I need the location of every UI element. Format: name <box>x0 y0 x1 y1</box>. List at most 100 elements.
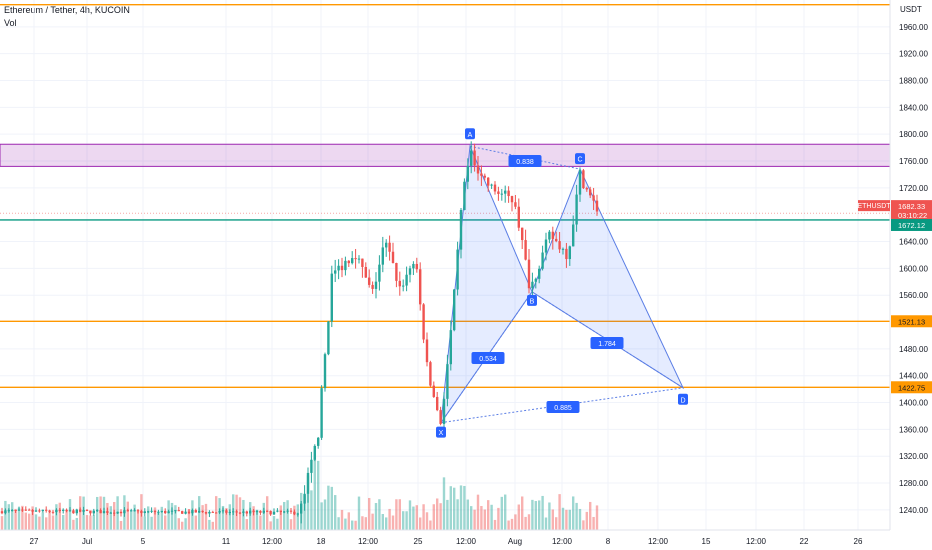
volume-bar <box>422 504 425 530</box>
candle-body <box>493 184 497 192</box>
candle-body <box>187 511 191 514</box>
price-axis[interactable]: 1960.00 1920.00 1880.00 1840.00 1800.00 1760.… <box>899 23 928 515</box>
volume-bar <box>371 513 374 530</box>
candle-body <box>204 512 208 514</box>
volume-bar <box>425 512 429 530</box>
candle-body <box>436 396 439 411</box>
candle-body <box>425 339 429 363</box>
volume-bar <box>344 518 347 530</box>
candle-body <box>293 511 296 515</box>
candle-body <box>408 268 412 275</box>
candle-body <box>62 509 65 511</box>
volume-bar <box>395 499 398 530</box>
ratio-xd-badge[interactable] <box>546 401 580 413</box>
candle-body <box>595 200 599 212</box>
candle-body <box>289 510 293 512</box>
volume-bar <box>269 521 272 530</box>
candle-body <box>68 510 72 512</box>
candle-body <box>276 510 279 512</box>
candle-body <box>334 270 337 274</box>
volume-bar <box>565 509 568 530</box>
candle-body <box>497 191 500 194</box>
candle-body <box>0 511 4 514</box>
volume-bar <box>534 501 537 530</box>
candle-body <box>561 248 565 250</box>
candle-body <box>255 510 259 513</box>
volume-bar <box>266 496 269 530</box>
candle-body <box>568 246 571 260</box>
candle-body <box>453 289 456 331</box>
time-axis[interactable]: 27 Jul 5 11 12:00 18 12:00 25 12:00 Aug 12:00 8 12:0… <box>30 537 863 546</box>
time-tick-label: 5 <box>141 537 146 546</box>
point-d-badge[interactable] <box>678 393 688 405</box>
orange-low-badge-text: 1422.75 <box>898 383 925 392</box>
volume-bar <box>568 509 571 530</box>
symbol-title[interactable]: Ethereum / Tether, 4h, KUCOIN <box>4 5 130 15</box>
volume-label[interactable]: Vol <box>4 18 17 28</box>
candle-body <box>92 510 95 514</box>
volume-bar <box>432 504 435 530</box>
volume-bar <box>510 518 514 530</box>
time-tick-label: 25 <box>414 537 423 546</box>
candle-body <box>55 509 58 513</box>
point-b-badge[interactable] <box>527 294 537 306</box>
volume-bar <box>334 495 337 530</box>
candle-body <box>361 258 364 267</box>
pattern-labels[interactable]: A C B X D 0.838 0.534 1.784 0.885 <box>436 128 688 438</box>
candle-body <box>75 509 78 514</box>
volume-bar <box>493 519 497 530</box>
point-x-badge[interactable] <box>436 426 446 438</box>
candle-body <box>330 273 333 322</box>
candle-body <box>201 510 204 513</box>
candle-body <box>585 188 588 190</box>
volume-bar <box>293 505 296 530</box>
volume-bar <box>0 516 4 530</box>
resistance-zone[interactable] <box>0 143 891 167</box>
volume-bar <box>289 519 293 530</box>
volume-bar <box>320 502 323 530</box>
volume-bar <box>490 504 493 530</box>
candle-body <box>113 512 116 514</box>
chart-header: Ethereum / Tether, 4h, KUCOIN Vol <box>4 4 130 30</box>
candle-body <box>398 280 401 287</box>
volume-bar <box>72 519 75 530</box>
candle-body <box>534 278 537 282</box>
volume-bar <box>272 516 276 530</box>
candle-body <box>283 511 286 513</box>
candle-body <box>296 513 299 515</box>
volume-bar <box>62 514 65 530</box>
candle-body <box>4 510 7 514</box>
volume-bar <box>147 506 150 530</box>
volume-bar <box>283 501 286 530</box>
volume-bar <box>340 509 344 530</box>
candle-body <box>232 511 235 513</box>
ratio-bd-badge[interactable] <box>590 337 624 349</box>
volume-bar <box>262 502 265 530</box>
volume-bar <box>561 507 565 530</box>
volume-bar <box>157 511 160 530</box>
candle-body <box>164 510 167 514</box>
candle-body <box>300 503 303 514</box>
xb-dashed-line <box>440 291 533 423</box>
volume-bar <box>439 503 442 530</box>
candle-body <box>177 510 180 512</box>
volume-bar <box>255 509 259 530</box>
volume-bar <box>317 460 320 530</box>
ratio-ac-badge[interactable] <box>508 155 542 167</box>
point-a-badge[interactable] <box>465 128 475 140</box>
green-level-badge-text: 1672.12 <box>898 221 925 230</box>
candle-body <box>143 511 146 514</box>
candle-body <box>500 193 503 195</box>
candle-body <box>198 510 201 513</box>
green-level-badge <box>891 218 932 231</box>
candle-body <box>153 510 157 513</box>
point-c-badge[interactable] <box>575 153 585 165</box>
candle-body <box>480 173 483 176</box>
ratio-xb-badge[interactable] <box>471 352 505 364</box>
volume-bar <box>4 500 7 530</box>
volume-bar <box>170 502 174 530</box>
candle-body <box>167 511 170 514</box>
volume-bar <box>119 520 123 530</box>
